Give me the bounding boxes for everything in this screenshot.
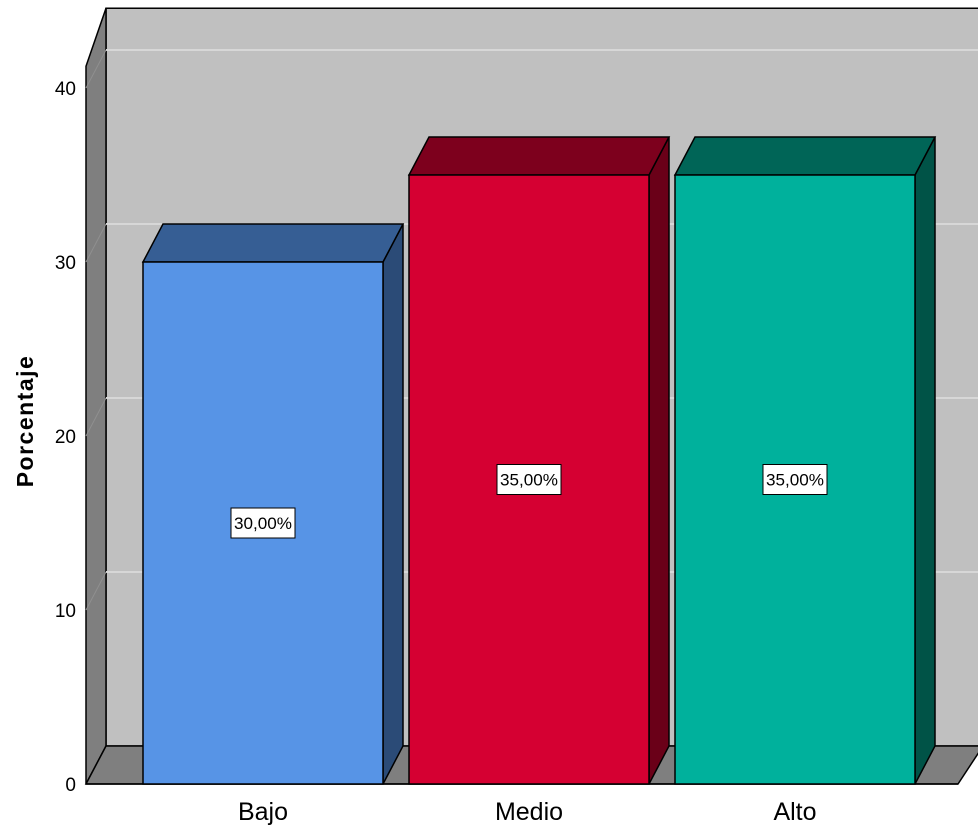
data-label: 35,00%	[766, 471, 824, 490]
side-gridline	[85, 397, 107, 437]
bar-bajo: 30,00%	[141, 223, 405, 785]
y-tick-label: 0	[65, 775, 76, 796]
x-tick-label: Bajo	[238, 798, 288, 826]
side-gridline	[85, 571, 107, 611]
bar-top	[141, 223, 405, 263]
bar-side	[914, 136, 936, 785]
bar-side	[382, 223, 404, 785]
side-gridline	[85, 223, 107, 263]
y-axis-title: Porcentaje	[12, 355, 38, 488]
data-label-box	[230, 507, 296, 539]
y-tick-label: 40	[55, 79, 76, 100]
side-gridline	[85, 49, 107, 89]
y-axis-ticks: 0 10 20 30 40	[55, 79, 76, 796]
bar-top	[673, 136, 937, 176]
side-wall	[85, 7, 107, 785]
bar-top	[407, 136, 671, 176]
bars: 30,00% 35,00% 35,00%	[141, 136, 937, 785]
y-tick-label: 30	[55, 253, 76, 274]
x-tick-label: Medio	[495, 798, 563, 826]
data-label: 30,00%	[234, 514, 292, 533]
bar-alto: 35,00%	[673, 136, 937, 785]
y-tick-label: 20	[55, 427, 76, 448]
data-label: 35,00%	[500, 471, 558, 490]
y-tick-label: 10	[55, 601, 76, 622]
bar-side	[648, 136, 670, 785]
bar-medio: 35,00%	[407, 136, 671, 785]
x-tick-label: Alto	[773, 798, 816, 826]
data-label-box	[762, 464, 828, 495]
data-label-box	[496, 464, 562, 495]
x-axis-labels: Bajo Medio Alto	[238, 798, 817, 826]
